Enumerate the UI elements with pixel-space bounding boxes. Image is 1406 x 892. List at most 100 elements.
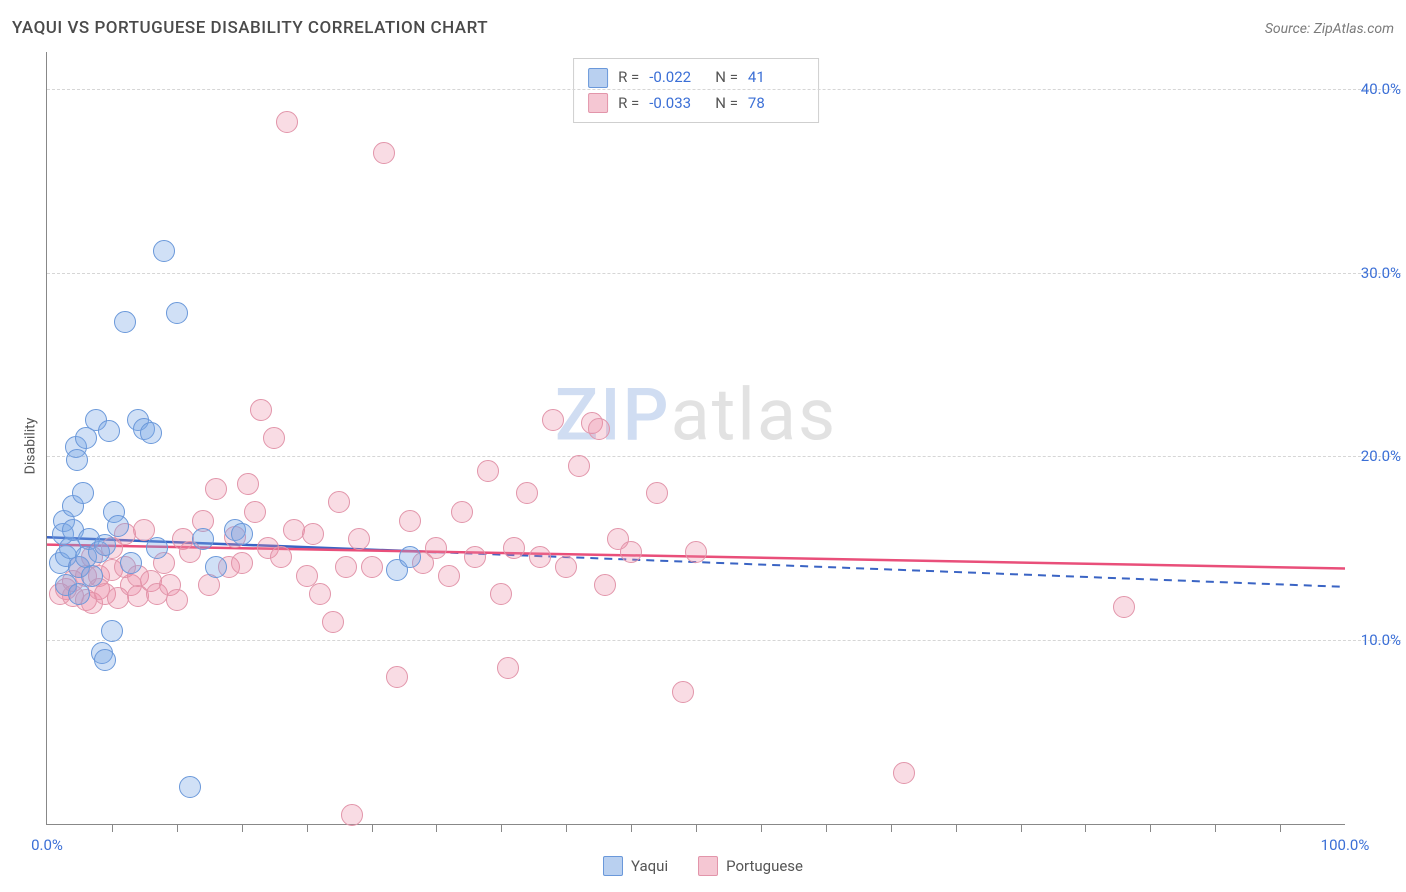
scatter-point-yaqui	[94, 534, 116, 556]
scatter-point-portuguese	[399, 510, 421, 532]
n-label: N =	[715, 65, 738, 91]
scatter-point-portuguese	[497, 657, 519, 679]
scatter-point-portuguese	[270, 546, 292, 568]
scatter-point-portuguese	[503, 537, 525, 559]
scatter-point-yaqui	[66, 449, 88, 471]
scatter-point-portuguese	[341, 804, 363, 826]
scatter-point-portuguese	[250, 399, 272, 421]
scatter-point-portuguese	[477, 460, 499, 482]
grid-line	[47, 640, 1401, 641]
chart-title: YAQUI VS PORTUGUESE DISABILITY CORRELATI…	[12, 18, 488, 38]
x-tick	[177, 824, 178, 832]
scatter-point-yaqui	[146, 537, 168, 559]
x-tick	[1280, 824, 1281, 832]
scatter-point-portuguese	[464, 546, 486, 568]
source-attribution: Source: ZipAtlas.com	[1265, 21, 1394, 37]
x-tick	[631, 824, 632, 832]
x-tick	[1085, 824, 1086, 832]
r-label: R =	[618, 65, 639, 91]
scatter-point-portuguese	[588, 418, 610, 440]
legend-item: Portuguese	[698, 856, 803, 876]
scatter-point-portuguese	[244, 501, 266, 523]
scatter-point-portuguese	[542, 409, 564, 431]
scatter-point-portuguese	[451, 501, 473, 523]
scatter-point-yaqui	[231, 523, 253, 545]
scatter-point-portuguese	[685, 541, 707, 563]
scatter-point-portuguese	[425, 537, 447, 559]
scatter-point-portuguese	[231, 552, 253, 574]
bottom-legend: Yaqui Portuguese	[0, 856, 1406, 876]
scatter-point-yaqui	[94, 649, 116, 671]
scatter-point-yaqui	[107, 515, 129, 537]
x-tick	[1215, 824, 1216, 832]
x-tick	[761, 824, 762, 832]
scatter-point-portuguese	[205, 478, 227, 500]
scatter-point-portuguese	[893, 762, 915, 784]
scatter-point-portuguese	[348, 528, 370, 550]
x-tick	[566, 824, 567, 832]
legend-item: Yaqui	[603, 856, 668, 876]
scatter-point-portuguese	[594, 574, 616, 596]
legend-label: Portuguese	[726, 857, 803, 875]
scatter-point-portuguese	[237, 473, 259, 495]
scatter-point-yaqui	[120, 552, 142, 574]
x-tick-label: 100.0%	[1321, 836, 1370, 854]
grid-line	[47, 273, 1401, 274]
scatter-point-yaqui	[72, 482, 94, 504]
scatter-point-portuguese	[568, 455, 590, 477]
r-value: -0.033	[649, 91, 705, 117]
x-tick	[956, 824, 957, 832]
scatter-point-portuguese	[373, 142, 395, 164]
x-tick	[372, 824, 373, 832]
x-tick-label: 0.0%	[31, 836, 63, 854]
scatter-point-yaqui	[179, 776, 201, 798]
stats-legend-box: R =-0.022N =41R =-0.033N =78	[573, 58, 819, 123]
scatter-point-portuguese	[263, 427, 285, 449]
y-tick-label: 10.0%	[1345, 631, 1401, 649]
n-label: N =	[715, 91, 738, 117]
scatter-point-portuguese	[1113, 596, 1135, 618]
scatter-point-portuguese	[322, 611, 344, 633]
source-name: ZipAtlas.com	[1314, 21, 1394, 37]
scatter-point-portuguese	[309, 583, 331, 605]
x-tick	[436, 824, 437, 832]
x-tick	[307, 824, 308, 832]
stats-row: R = -0.033 N = 78	[588, 91, 804, 117]
scatter-point-yaqui	[81, 565, 103, 587]
watermark-zip: ZIP	[555, 372, 671, 457]
scatter-point-yaqui	[192, 528, 214, 550]
x-tick	[112, 824, 113, 832]
y-axis-label: Disability	[22, 418, 38, 475]
source-prefix: Source:	[1265, 21, 1314, 37]
scatter-point-portuguese	[166, 589, 188, 611]
grid-line	[47, 89, 1401, 90]
y-tick-label: 40.0%	[1345, 80, 1401, 98]
scatter-point-portuguese	[361, 556, 383, 578]
r-value: -0.022	[649, 65, 705, 91]
plot-area: ZIPatlas R =-0.022N =41R =-0.033N =78 10…	[46, 52, 1345, 825]
scatter-point-yaqui	[166, 302, 188, 324]
n-value: 78	[748, 91, 804, 117]
trend-lines-svg	[47, 52, 1345, 824]
grid-line	[47, 456, 1401, 457]
x-tick	[501, 824, 502, 832]
scatter-point-portuguese	[490, 583, 512, 605]
scatter-point-portuguese	[328, 491, 350, 513]
x-tick	[696, 824, 697, 832]
scatter-point-portuguese	[386, 666, 408, 688]
scatter-point-yaqui	[205, 556, 227, 578]
x-tick	[242, 824, 243, 832]
scatter-point-portuguese	[529, 546, 551, 568]
scatter-point-yaqui	[98, 420, 120, 442]
x-tick	[891, 824, 892, 832]
watermark-atlas: atlas	[671, 372, 838, 457]
legend-swatch	[603, 856, 623, 876]
x-tick	[826, 824, 827, 832]
scatter-point-portuguese	[302, 523, 324, 545]
y-tick-label: 20.0%	[1345, 447, 1401, 465]
scatter-point-yaqui	[399, 546, 421, 568]
legend-swatch	[698, 856, 718, 876]
scatter-point-yaqui	[153, 240, 175, 262]
r-label: R =	[618, 91, 639, 117]
scatter-point-portuguese	[672, 681, 694, 703]
